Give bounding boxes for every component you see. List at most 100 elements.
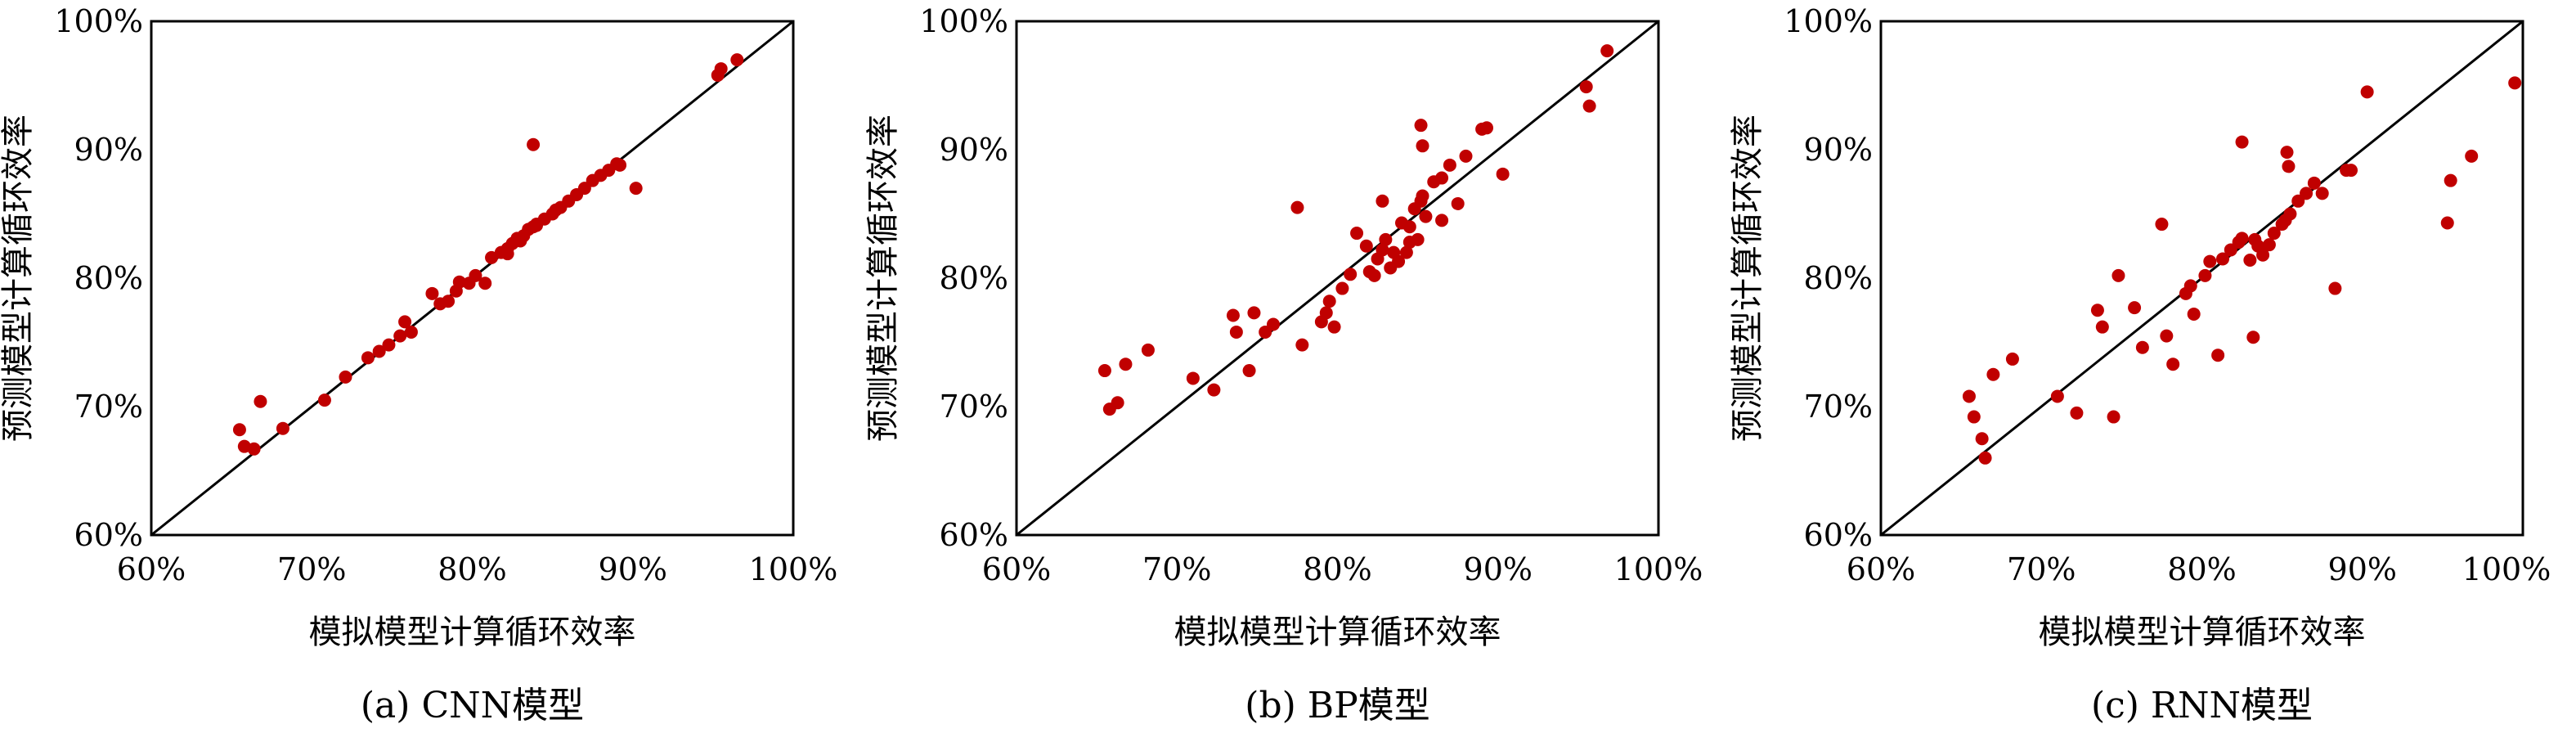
data-point [442,295,456,308]
x-tick-label: 60% [982,551,1051,587]
data-point [2050,389,2064,403]
data-point [2246,331,2260,344]
data-point [2307,176,2321,190]
y-tick-label: 70% [74,389,143,425]
data-point [1392,254,1406,268]
data-point [1344,268,1358,281]
data-point [2187,307,2201,321]
data-point [317,393,331,407]
x-ticks: 60% 70% 80% 90% 100% [1847,551,2551,587]
data-point [1359,239,1373,253]
data-point [2235,135,2249,149]
data-point [2345,164,2358,178]
chart-caption: (b) BP模型 [1245,685,1429,726]
data-point [1419,209,1433,223]
x-tick-label: 80% [1303,551,1371,587]
data-point [1376,194,1389,208]
data-point [2315,187,2329,200]
chart-panel-c: 60% 70% 80% 90% 100% 60% 70% 80% 90% 100… [1729,3,2551,726]
x-tick-label: 70% [1142,551,1211,587]
data-point [1600,44,1614,58]
data-point [254,394,267,408]
data-point [372,344,386,358]
data-point [2005,352,2019,366]
data-point [1451,196,1465,210]
data-point [2203,254,2217,268]
data-point [1290,200,1304,214]
data-point [1229,325,1243,339]
data-point [2243,254,2257,268]
data-point [1379,232,1393,246]
data-point [404,325,418,339]
x-tick-label: 100% [2462,551,2551,587]
data-point [2107,410,2120,424]
data-point [2216,252,2230,266]
y-tick-label: 100% [919,3,1008,39]
data-point [1962,389,1976,403]
y-tick-label: 70% [1804,389,1873,425]
data-point [714,62,728,76]
data-point [1267,317,1280,331]
data-point [425,286,439,300]
reference-line [1016,20,1659,537]
data-point [1986,367,2000,381]
chart-caption: (a) CNN模型 [361,685,584,726]
y-tick-label: 80% [1804,260,1873,296]
data-point [2166,358,2180,371]
data-point [1414,119,1428,133]
data-point [629,182,643,196]
data-point [1097,364,1111,378]
data-point [1435,214,1449,227]
data-point [2282,160,2296,173]
x-tick-label: 90% [599,551,667,587]
data-point [1975,432,1989,446]
y-tick-label: 60% [940,517,1008,553]
data-point [2267,227,2281,241]
data-point [1350,227,1364,241]
data-point [1295,338,1309,352]
chart-caption: (c) RNN模型 [2091,685,2313,726]
y-tick-label: 100% [54,3,143,39]
y-tick-label: 60% [74,517,143,553]
data-point [1335,281,1349,295]
data-point [613,158,627,172]
x-ticks: 60% 70% 80% 90% 100% [982,551,1703,587]
data-point [2135,340,2149,354]
data-point [2128,301,2142,315]
data-point [2300,187,2313,200]
data-point [1579,80,1593,94]
data-points [232,53,744,456]
plot-frame [1015,20,1660,537]
data-point [232,423,246,437]
chart-panel-b: 60% 70% 80% 90% 100% 60% 70% 80% 90% 100… [864,3,1703,726]
data-point [361,351,375,365]
data-point [469,268,482,282]
data-point [1327,320,1341,334]
data-point [2465,149,2479,163]
y-tick-label: 90% [74,132,143,168]
data-point [527,137,541,151]
data-points [1962,76,2522,465]
data-point [1402,236,1416,250]
data-point [2508,76,2522,90]
y-tick-label: 70% [940,389,1008,425]
data-point [1367,268,1381,282]
data-point [2440,216,2454,230]
x-tick-label: 90% [2328,551,2397,587]
data-point [1435,171,1449,185]
plot-frame [150,20,795,537]
data-point [478,277,492,290]
data-point [1967,410,1981,424]
data-point [1141,343,1155,357]
data-point [247,442,261,456]
data-point [1376,243,1389,257]
data-point [2211,349,2225,362]
data-point [1319,306,1333,320]
data-point [485,250,499,264]
plot-frame [1879,20,2524,537]
data-point [549,203,563,217]
data-point [530,218,543,232]
y-axis-label: 预测模型计算循环效率 [864,115,902,442]
data-point [1402,220,1416,234]
x-tick-label: 100% [749,551,838,587]
